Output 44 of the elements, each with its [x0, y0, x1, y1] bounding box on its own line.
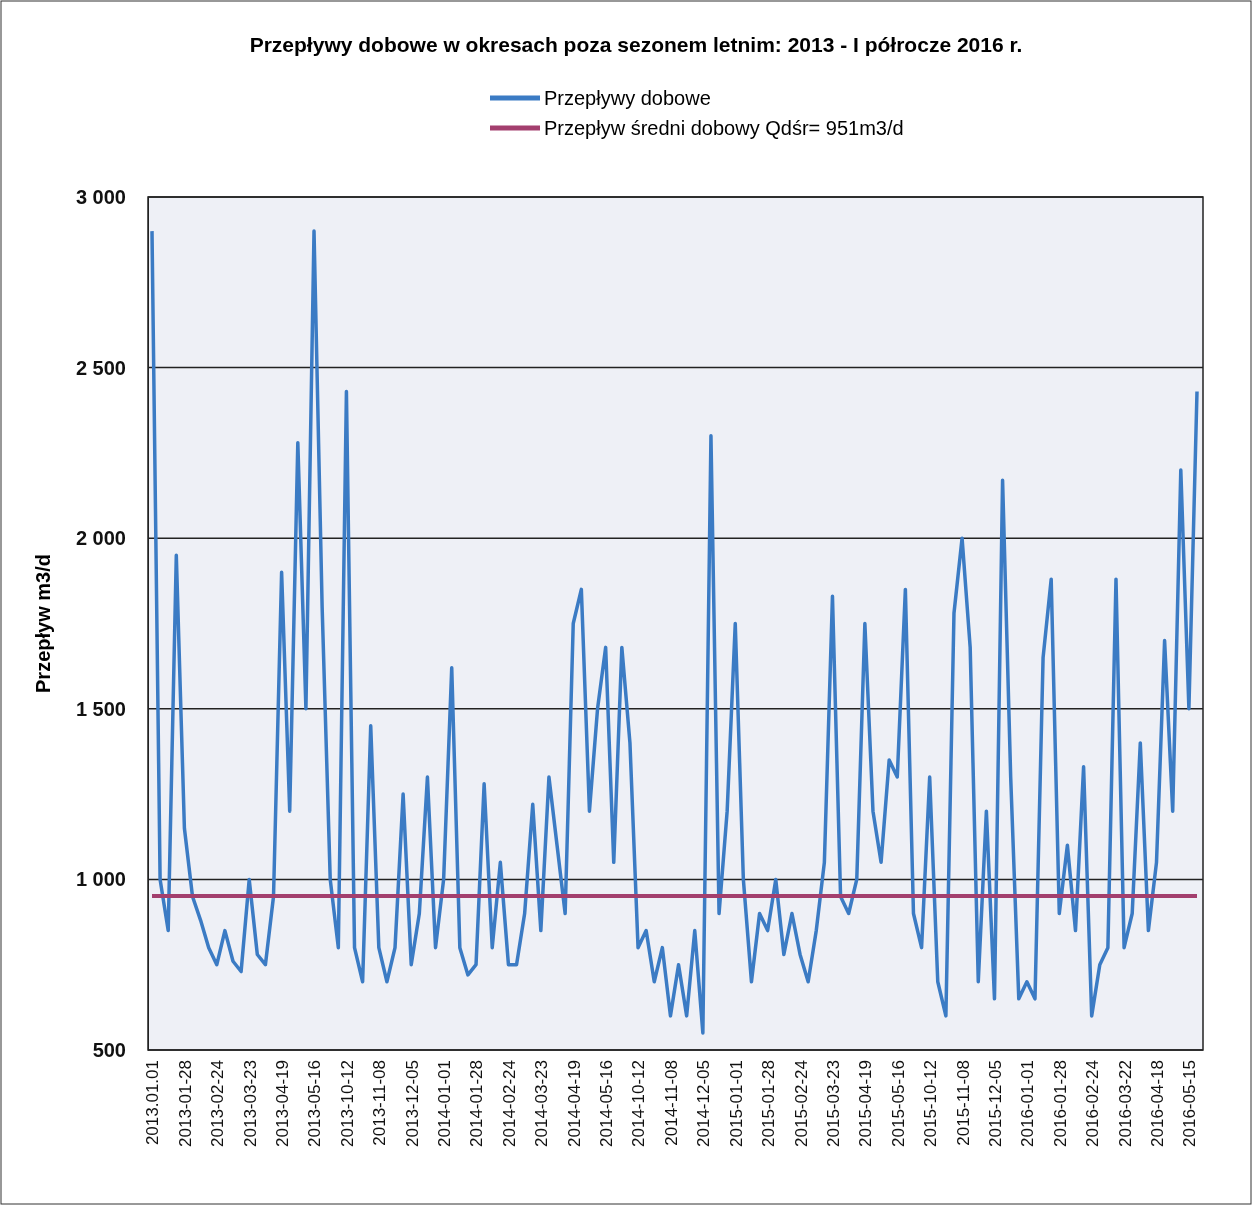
- legend-label: Przepływy dobowe: [544, 87, 711, 109]
- y-axis-title: Przepływ m3/d: [32, 554, 54, 693]
- line-series: [150, 229, 1199, 1035]
- x-tick-label: 2013.01.01: [143, 1060, 163, 1146]
- x-tick-label: 2016-01-01: [1018, 1060, 1038, 1147]
- y-tick-label: 3 000: [75, 185, 126, 208]
- x-tick-label: 2013-03-23: [240, 1060, 260, 1147]
- x-tick-label: 2015-12-05: [985, 1060, 1005, 1147]
- x-tick-label: 2015-01-01: [726, 1060, 746, 1147]
- x-tick-label: 2014-01-01: [435, 1060, 455, 1147]
- x-tick-label: 2015-03-23: [823, 1060, 843, 1147]
- x-tick-label: 2013-11-08: [370, 1060, 390, 1146]
- x-tick-label: 2014-02-24: [499, 1060, 519, 1147]
- x-tick-label: 2014-05-16: [597, 1060, 617, 1147]
- x-tick-label: 2014-10-12: [629, 1060, 649, 1147]
- x-tick-label: 2014-12-05: [694, 1060, 714, 1147]
- x-tick-label: 2015-10-12: [921, 1060, 941, 1147]
- x-tick-label: 2016-05-15: [1180, 1060, 1200, 1147]
- x-tick-label: 2015-05-16: [888, 1060, 908, 1147]
- x-tick-label: 2016-02-24: [1083, 1060, 1103, 1147]
- x-tick-label: 2013-01-28: [175, 1060, 195, 1147]
- x-tick-label: 2016-04-18: [1147, 1060, 1167, 1147]
- y-tick-label: 2 500: [75, 356, 126, 379]
- x-tick-label: 2013-10-12: [337, 1060, 357, 1147]
- x-tick-label: 2013-05-16: [305, 1060, 325, 1147]
- x-tick-label: 2014-03-23: [532, 1060, 552, 1147]
- x-tick-label: 2016-01-28: [1050, 1060, 1070, 1147]
- y-tick-label: 2 000: [75, 527, 126, 550]
- x-tick-label: 2015-04-19: [856, 1060, 876, 1147]
- chart-title: Przepływy dobowe w okresach poza sezonem letnim: 2013 - I półrocze 2016 r.: [249, 33, 1023, 56]
- x-tick-label: 2014-11-08: [661, 1060, 681, 1146]
- x-tick-label: 2013-12-05: [402, 1060, 422, 1147]
- x-tick-label: 2015-02-24: [791, 1060, 811, 1147]
- y-tick-label: 1 000: [75, 868, 126, 891]
- y-tick-label: 1 500: [75, 697, 126, 720]
- x-tick-label: 2015-11-08: [953, 1060, 973, 1146]
- x-tick-label: 2013-02-24: [208, 1060, 228, 1147]
- x-tick-label: 2013-04-19: [273, 1060, 293, 1147]
- x-tick-label: 2014-04-19: [564, 1060, 584, 1147]
- legend-label: Przepływ średni dobowy Qdśr= 951m3/d: [544, 117, 904, 139]
- x-tick-label: 2014-01-28: [467, 1060, 487, 1147]
- y-tick-label: 500: [92, 1038, 126, 1061]
- x-tick-label: 2016-03-22: [1115, 1060, 1135, 1147]
- x-tick-label: 2015-01-28: [759, 1060, 779, 1147]
